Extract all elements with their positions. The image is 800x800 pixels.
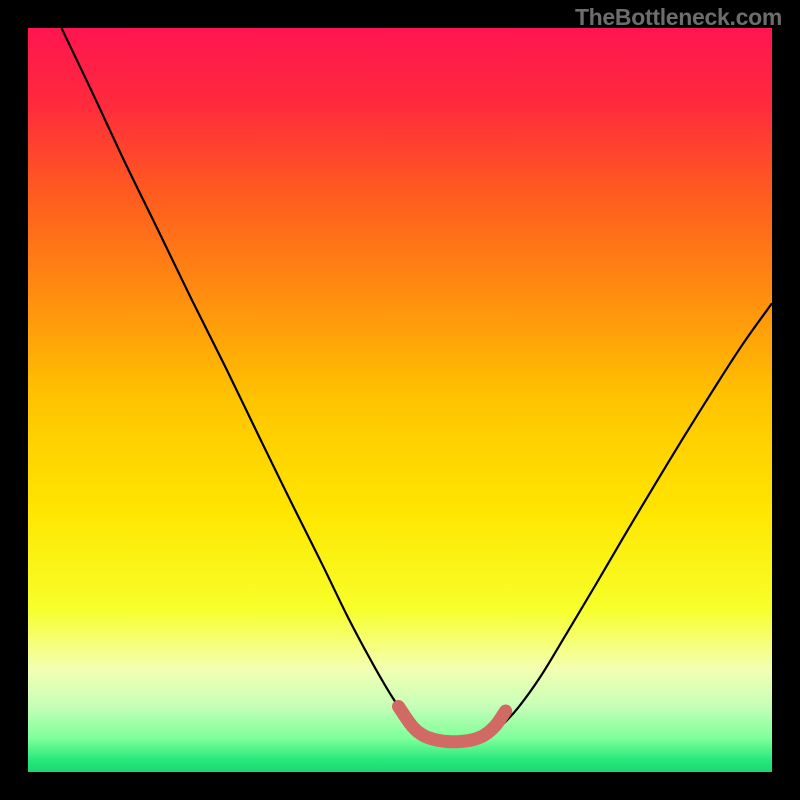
chart-frame: TheBottleneck.com [0,0,800,800]
watermark-text: TheBottleneck.com [575,4,782,31]
bottleneck-curve [61,28,772,743]
highlight-segment [399,707,506,742]
curve-svg [28,28,772,772]
plot-area [28,28,772,772]
